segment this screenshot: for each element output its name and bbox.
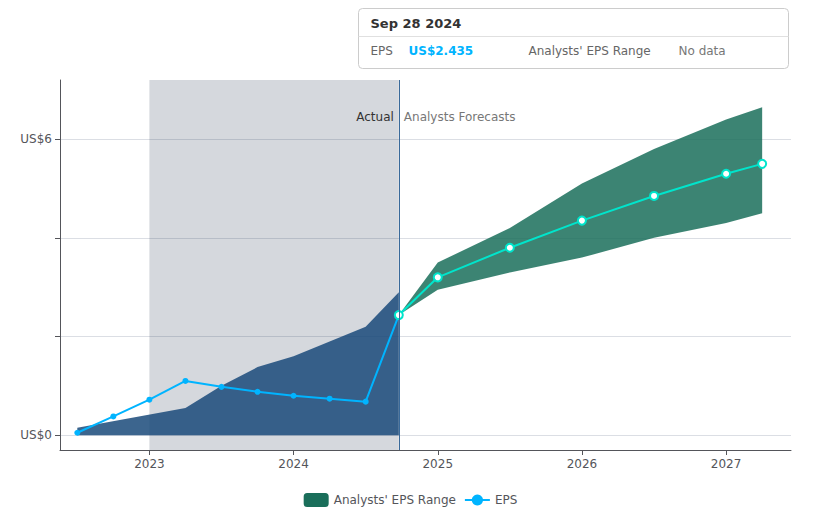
svg-text:2023: 2023 bbox=[134, 457, 165, 471]
svg-text:No data: No data bbox=[679, 44, 726, 58]
svg-text:US$0: US$0 bbox=[20, 428, 52, 442]
svg-text:Analysts' EPS Range: Analysts' EPS Range bbox=[529, 44, 651, 58]
svg-text:EPS: EPS bbox=[371, 44, 393, 58]
svg-text:2025: 2025 bbox=[422, 457, 453, 471]
svg-text:2024: 2024 bbox=[278, 457, 309, 471]
svg-text:US$6: US$6 bbox=[20, 132, 52, 146]
svg-text:EPS: EPS bbox=[495, 493, 517, 507]
svg-text:Sep 28 2024: Sep 28 2024 bbox=[371, 16, 462, 31]
svg-text:US$2.435: US$2.435 bbox=[409, 44, 474, 58]
svg-text:Analysts Forecasts: Analysts Forecasts bbox=[404, 110, 516, 124]
svg-text:2026: 2026 bbox=[567, 457, 598, 471]
svg-text:Analysts' EPS Range: Analysts' EPS Range bbox=[334, 493, 456, 507]
svg-text:Actual: Actual bbox=[356, 110, 394, 124]
svg-text:2027: 2027 bbox=[711, 457, 742, 471]
